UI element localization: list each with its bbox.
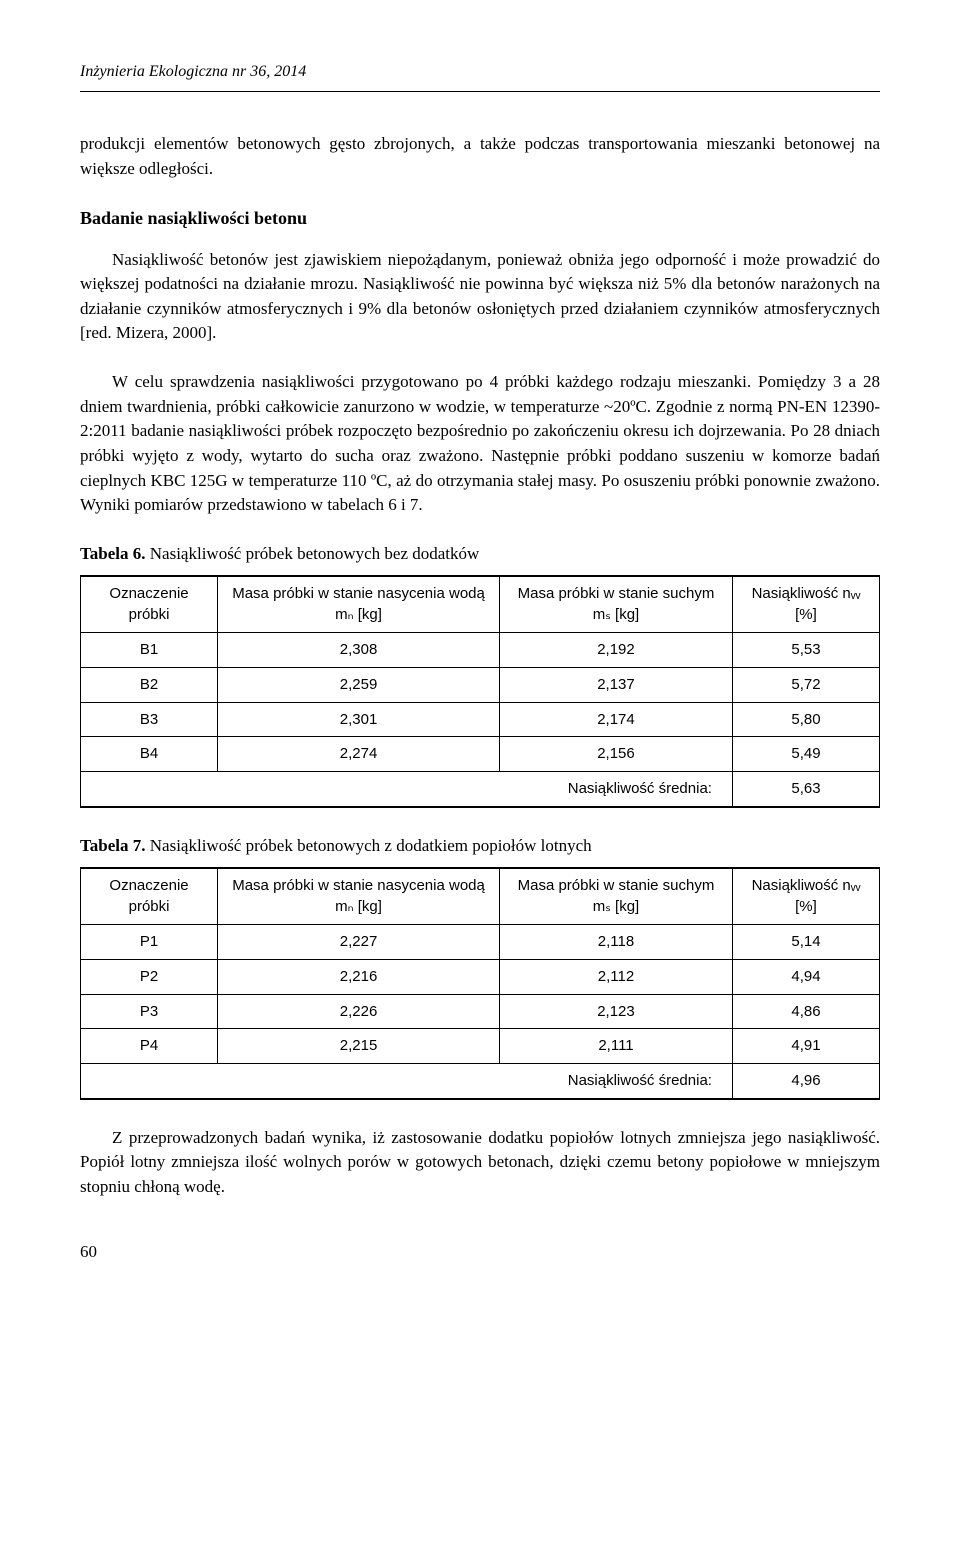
body-paragraph-2: W celu sprawdzenia nasiąkliwości przygot… xyxy=(80,370,880,518)
table6-cell: 5,80 xyxy=(732,702,879,737)
page-number: 60 xyxy=(80,1240,880,1265)
table7-col3: Nasiąkliwość nᵥᵥ [%] xyxy=(732,868,879,925)
table6-summary-value: 5,63 xyxy=(732,772,879,807)
table-row: B1 2,308 2,192 5,53 xyxy=(81,633,880,668)
table7-cell: 2,216 xyxy=(218,959,500,994)
table7-cell: P1 xyxy=(81,925,218,960)
table7-cell: 2,111 xyxy=(500,1029,733,1064)
table6: Oznaczenie próbki Masa próbki w stanie n… xyxy=(80,575,880,808)
table6-cell: 2,301 xyxy=(218,702,500,737)
table6-col2: Masa próbki w stanie suchym mₛ [kg] xyxy=(500,576,733,633)
table6-cell: B1 xyxy=(81,633,218,668)
table6-col1: Masa próbki w stanie nasycenia wodą mₙ [… xyxy=(218,576,500,633)
table7-col0: Oznaczenie próbki xyxy=(81,868,218,925)
table7-summary-value: 4,96 xyxy=(732,1064,879,1099)
table6-col3: Nasiąkliwość nᵥᵥ [%] xyxy=(732,576,879,633)
conclusion-paragraph: Z przeprowadzonych badań wynika, iż zast… xyxy=(80,1126,880,1200)
table6-cell: B4 xyxy=(81,737,218,772)
table-row: P1 2,227 2,118 5,14 xyxy=(81,925,880,960)
table-summary-row: Nasiąkliwość średnia: 4,96 xyxy=(81,1064,880,1099)
table6-cell: 5,49 xyxy=(732,737,879,772)
table-row: B2 2,259 2,137 5,72 xyxy=(81,667,880,702)
table6-cell: 5,53 xyxy=(732,633,879,668)
table7-cell: 4,94 xyxy=(732,959,879,994)
table7-col1: Masa próbki w stanie nasycenia wodą mₙ [… xyxy=(218,868,500,925)
body-paragraph-1: Nasiąkliwość betonów jest zjawiskiem nie… xyxy=(80,248,880,347)
table-row: P4 2,215 2,111 4,91 xyxy=(81,1029,880,1064)
table-row: P3 2,226 2,123 4,86 xyxy=(81,994,880,1029)
section-heading: Badanie nasiąkliwości betonu xyxy=(80,205,880,231)
table6-cell: 2,192 xyxy=(500,633,733,668)
table6-caption: Tabela 6. Nasiąkliwość próbek betonowych… xyxy=(80,542,880,567)
table7-cell: 5,14 xyxy=(732,925,879,960)
table6-cell: 2,259 xyxy=(218,667,500,702)
table7-cell: 2,118 xyxy=(500,925,733,960)
table7-col2: Masa próbki w stanie suchym mₛ [kg] xyxy=(500,868,733,925)
table7-cell: 2,123 xyxy=(500,994,733,1029)
table7-caption: Tabela 7. Nasiąkliwość próbek betonowych… xyxy=(80,834,880,859)
table-row: B4 2,274 2,156 5,49 xyxy=(81,737,880,772)
table7-caption-label: Tabela 7. xyxy=(80,836,146,855)
table7: Oznaczenie próbki Masa próbki w stanie n… xyxy=(80,867,880,1100)
table7-cell: 2,227 xyxy=(218,925,500,960)
table7-cell: 4,86 xyxy=(732,994,879,1029)
table7-cell: P2 xyxy=(81,959,218,994)
table6-cell: 2,137 xyxy=(500,667,733,702)
table6-cell: 2,308 xyxy=(218,633,500,668)
table-summary-row: Nasiąkliwość średnia: 5,63 xyxy=(81,772,880,807)
table6-cell: 2,274 xyxy=(218,737,500,772)
table7-caption-text: Nasiąkliwość próbek betonowych z dodatki… xyxy=(146,836,592,855)
table6-caption-text: Nasiąkliwość próbek betonowych bez dodat… xyxy=(146,544,480,563)
table6-cell: B3 xyxy=(81,702,218,737)
table7-cell: 2,112 xyxy=(500,959,733,994)
journal-header: Inżynieria Ekologiczna nr 36, 2014 xyxy=(80,60,880,92)
table6-col0: Oznaczenie próbki xyxy=(81,576,218,633)
table7-cell: P4 xyxy=(81,1029,218,1064)
table7-cell: P3 xyxy=(81,994,218,1029)
intro-paragraph: produkcji elementów betonowych gęsto zbr… xyxy=(80,132,880,181)
table-row: P2 2,216 2,112 4,94 xyxy=(81,959,880,994)
table6-cell: 2,174 xyxy=(500,702,733,737)
table6-cell: B2 xyxy=(81,667,218,702)
table7-cell: 2,215 xyxy=(218,1029,500,1064)
table7-cell: 4,91 xyxy=(732,1029,879,1064)
table6-caption-label: Tabela 6. xyxy=(80,544,146,563)
table6-cell: 2,156 xyxy=(500,737,733,772)
table6-summary-label: Nasiąkliwość średnia: xyxy=(81,772,733,807)
table-row: B3 2,301 2,174 5,80 xyxy=(81,702,880,737)
table7-cell: 2,226 xyxy=(218,994,500,1029)
table7-summary-label: Nasiąkliwość średnia: xyxy=(81,1064,733,1099)
table6-cell: 5,72 xyxy=(732,667,879,702)
